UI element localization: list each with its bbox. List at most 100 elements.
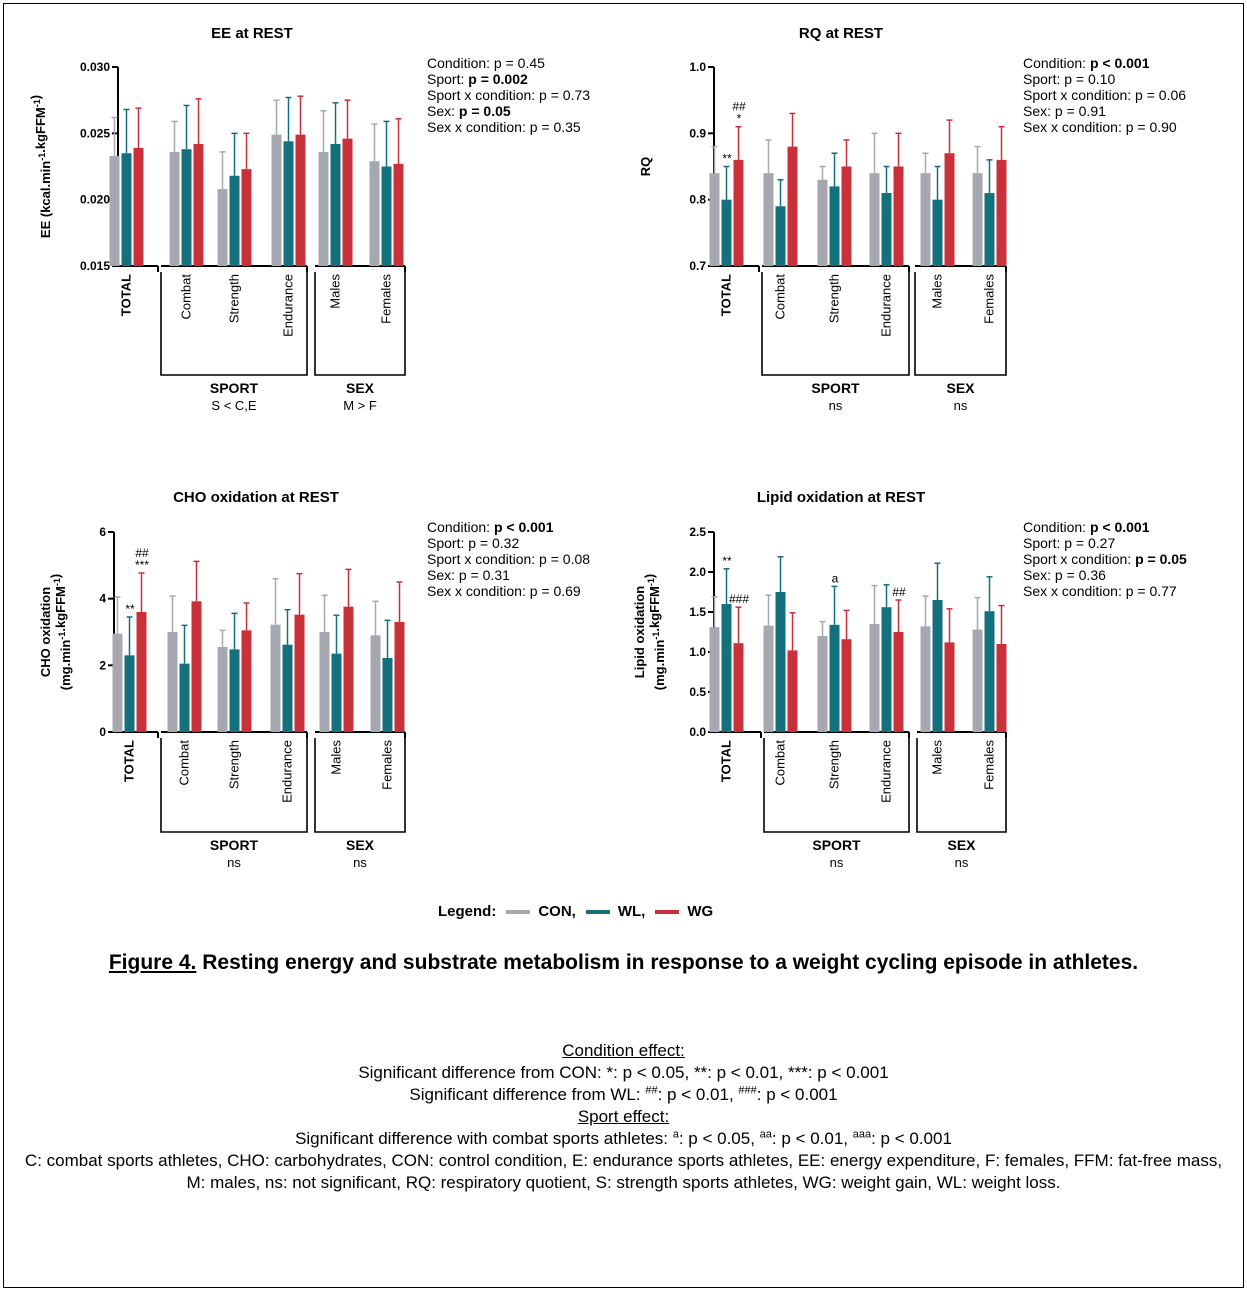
sex-group-label: SEX — [346, 837, 375, 853]
sport-significance-line: Significant difference with combat sport… — [20, 1128, 1227, 1150]
stats-rq: Condition: p < 0.001 Sport: p = 0.10 Sport… — [1023, 55, 1186, 135]
note-symbol: aa — [759, 1128, 772, 1141]
bar-wg — [733, 643, 744, 732]
category-label: Combat — [772, 740, 787, 786]
abbreviations: C: combat sports athletes, CHO: carbohyd… — [24, 1151, 1223, 1192]
significance-mark: ** — [722, 554, 732, 568]
bar-wg — [343, 606, 354, 732]
y-tick-label: 1.0 — [689, 645, 706, 659]
y-axis-label-units: (mg.min-1.kgFFM-1) — [48, 574, 73, 690]
stat-text: Sex x condition: p = 0.90 — [1023, 119, 1177, 135]
legend-item-wg: WG — [655, 903, 713, 920]
bar-con — [763, 173, 774, 266]
stat-line: Sport: p = 0.32 — [427, 535, 590, 551]
y-tick-label: 4 — [99, 592, 106, 606]
y-tick-label: 0.020 — [80, 193, 110, 207]
stat-line: Sport: p = 0.002 — [427, 71, 590, 87]
note-threshold: : p < 0.05, — [678, 1129, 760, 1148]
y-tick-label: 0.030 — [80, 60, 110, 74]
category-label: Endurance — [280, 274, 295, 337]
note-symbol: aaa — [852, 1128, 872, 1141]
bar-wl — [381, 166, 392, 266]
y-tick-label: 2 — [99, 658, 106, 672]
bar-wl — [932, 600, 943, 732]
sport-group-label: SPORT — [210, 837, 259, 853]
category-label: Endurance — [878, 740, 893, 803]
stat-significant-value: p < 0.001 — [1089, 519, 1150, 535]
bar-wl — [121, 153, 132, 266]
sport-group-label: SPORT — [210, 380, 259, 396]
category-label: TOTAL — [718, 274, 733, 316]
bar-wl — [124, 655, 135, 732]
bar-con — [972, 629, 983, 732]
bar-con — [763, 625, 774, 732]
bar-con — [270, 624, 281, 732]
bar-wl — [881, 193, 892, 266]
bar-wl — [181, 149, 192, 266]
sex-group-note: M > F — [343, 398, 377, 413]
sport-group-label: SPORT — [812, 837, 861, 853]
bar-con — [709, 173, 720, 266]
category-label: Combat — [178, 274, 193, 320]
sport-group-label: SPORT — [811, 380, 860, 396]
sex-group-bracket — [314, 738, 406, 833]
chart-2: CHO oxidation at REST 0 2 4 6 CHO oxidation (m… — [38, 489, 406, 870]
stat-text: Sport: p = 0.27 — [1023, 535, 1116, 551]
chart-0: EE at REST 0.015 0.020 0.025 0.030 EE (kcal.m… — [28, 25, 406, 413]
legend-label: Legend: — [438, 903, 497, 920]
legend-item-con: CON, — [506, 903, 576, 920]
bar-con — [319, 632, 330, 732]
note-threshold: : p < 0.001 — [756, 1085, 838, 1104]
bar-wl — [932, 199, 943, 266]
bar-con — [817, 179, 828, 266]
bar-wl — [984, 193, 995, 266]
stat-significant-value: p = 0.002 — [468, 71, 528, 87]
bar-wl — [382, 658, 393, 732]
stat-line: Condition: p < 0.001 — [427, 519, 590, 535]
significance-mark: ** — [125, 602, 135, 616]
bar-con — [369, 161, 380, 266]
stat-line: Sport: p = 0.27 — [1023, 535, 1187, 551]
category-label: Females — [379, 740, 394, 790]
y-axis-label: RQ — [638, 157, 653, 177]
category-label: Endurance — [279, 740, 294, 803]
figure-caption-text: Resting energy and substrate metabolism … — [196, 951, 1139, 974]
bar-wl — [775, 592, 786, 732]
bar-wl — [721, 604, 732, 732]
bar-wg — [841, 639, 852, 732]
sport-effect-heading: Sport effect: — [577, 1107, 670, 1126]
legend-text-wl: WL, — [617, 903, 646, 920]
note-prefix: Significant difference with combat sport… — [295, 1129, 673, 1148]
stat-text: Condition: p = 0.45 — [427, 55, 545, 71]
bar-wl — [775, 206, 786, 266]
note-threshold: : p < 0.001 — [807, 1063, 889, 1082]
figure-caption: Figure 4. Resting energy and substrate m… — [20, 948, 1227, 978]
bar-wg — [295, 134, 306, 266]
significance-mark: *** — [135, 558, 149, 572]
bar-wl — [282, 644, 293, 732]
bar-wl — [229, 175, 240, 266]
significance-mark: ## — [135, 546, 149, 560]
legend-text-wg: WG — [687, 903, 714, 920]
legend-swatch-wl — [585, 909, 610, 914]
category-label: TOTAL — [718, 740, 733, 782]
note-prefix: Significant difference from WL: — [409, 1085, 646, 1104]
note-threshold: : p < 0.05, — [613, 1063, 694, 1082]
stats-lipid: Condition: p < 0.001 Sport: p = 0.27 Sport… — [1023, 519, 1187, 599]
sport-group-note: ns — [830, 855, 844, 870]
bar-con — [920, 626, 931, 732]
legend-text-con: CON, — [538, 903, 576, 920]
stat-text: Sport x condition: p = 0.06 — [1023, 87, 1187, 103]
bar-wg — [133, 147, 144, 266]
bar-wg — [996, 159, 1007, 266]
note-threshold: : p < 0.01, — [657, 1085, 739, 1104]
stat-line: Condition: p = 0.45 — [427, 55, 590, 71]
stat-significant-value: p < 0.001 — [1089, 55, 1150, 71]
note-threshold: : p < 0.001 — [871, 1129, 952, 1148]
sport-group-note: S < C,E — [211, 398, 256, 413]
significance-mark: ### — [729, 592, 749, 606]
stat-text: Sport x condition: — [1023, 551, 1136, 567]
y-tick-label: 0.0 — [689, 725, 706, 739]
category-label: Females — [981, 274, 996, 324]
stat-line: Sex x condition: p = 0.35 — [427, 119, 590, 135]
